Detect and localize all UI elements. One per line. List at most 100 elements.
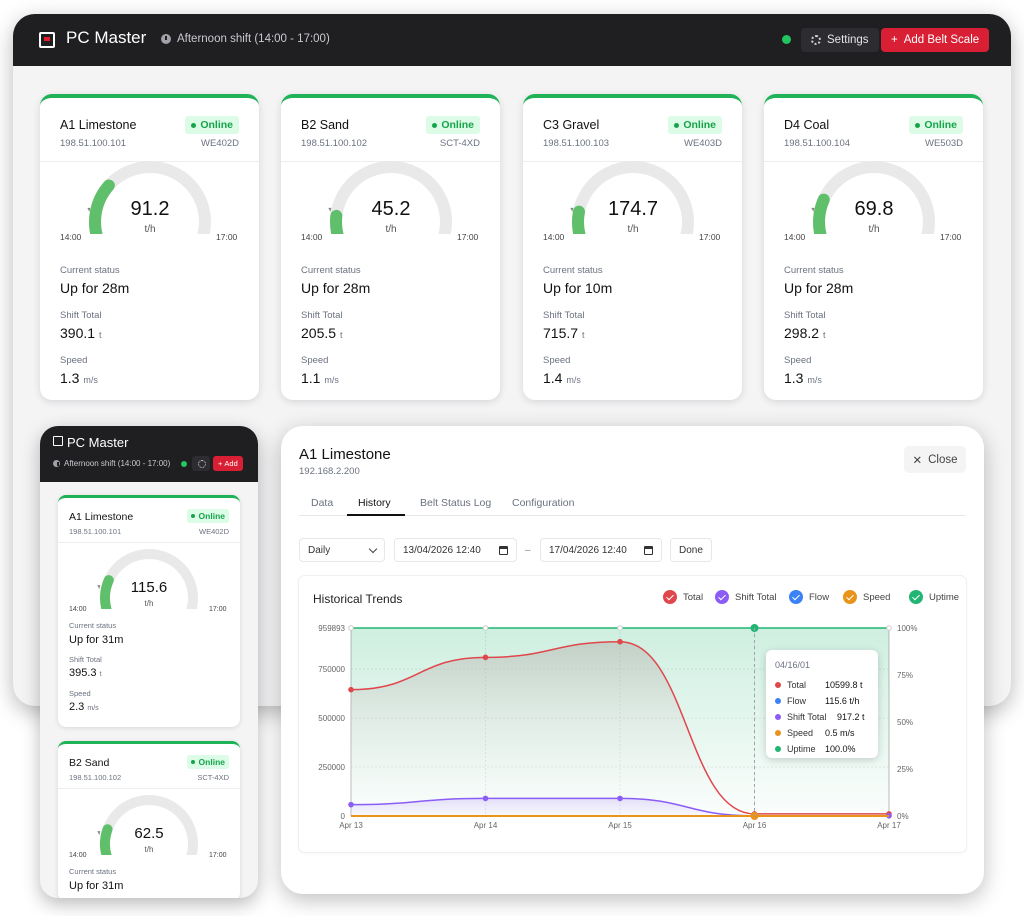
plus-icon: + [891,34,898,46]
tab-belt-status-log[interactable]: Belt Status Log [420,497,492,509]
tooltip-row: Flow 115.6 t/h [775,696,873,706]
y-tick-label: 250000 [318,763,345,772]
legend-item-flow[interactable]: Flow [789,590,829,604]
top-bar: PC Master Afternoon shift (14:00 - 17:00… [13,14,1011,66]
series-dot [775,730,781,736]
tab-data[interactable]: Data [311,497,334,509]
scale-model: SCT-4XD [197,773,229,782]
scale-ip: 198.51.100.102 [69,773,122,782]
speed-value: 1.3 m/s [784,370,822,386]
shift-total-number: 205.5 [301,325,337,341]
gauge-end-time: 17:00 [209,606,227,613]
total-label: Shift Total [784,310,826,321]
detail-ip: 192.168.2.200 [299,466,360,477]
flow-unit: t/h [627,224,639,235]
scale-card[interactable]: B2 Sand 198.51.100.102 SCT-4XD Online 62.5 t/… [58,741,240,898]
tab-configuration[interactable]: Configuration [512,497,575,509]
speed-number: 1.1 [301,370,321,386]
status-label: Online [198,757,225,767]
y2-tick-label: 100% [897,624,917,633]
flow-unit: t/h [868,224,880,235]
scale-model: WE403D [683,138,722,149]
chart-plot: 959893 750000 500000 250000 0 100% 75% 50% 25% 0%… [318,624,917,830]
speed-number: 1.4 [543,370,563,386]
tab-history[interactable]: History [358,497,391,509]
series-area-shift-total [351,798,889,816]
done-button[interactable]: Done [670,538,712,562]
legend-item-speed[interactable]: Speed [843,590,890,604]
y2-tick-label: 50% [897,718,913,727]
legend-item-uptime[interactable]: Uptime [909,590,959,604]
x-tick-label: Apr 13 [339,821,363,830]
scale-name: B2 Sand [69,757,110,769]
speed-label: Speed [301,355,329,366]
flow-gauge [97,549,198,609]
total-label: Shift Total [301,310,343,321]
status-badge: Online [186,509,229,523]
gauge-marker [570,207,574,212]
calendar-icon [499,546,508,555]
tooltip-label: Shift Total [787,712,827,722]
period-select[interactable]: Daily [299,538,385,562]
uptime-number: Up for 28m [60,280,130,296]
mobile-settings-button[interactable] [192,456,210,471]
shift-total-value: 390.1 t [60,325,101,341]
scale-name: A1 Limestone [69,511,134,523]
legend-item-total[interactable]: Total [663,590,703,604]
scale-name: C3 Gravel [543,118,600,132]
online-dot [190,514,195,518]
mobile-app-title: PC Master [67,435,129,450]
card-divider [58,542,240,543]
scale-card[interactable]: C3 Gravel 198.51.100.103 WE403D Online 174.7… [523,94,742,400]
uptime-number: Up for 28m [784,280,854,296]
data-point-shift-total [617,795,623,802]
status-label: Current status [543,265,603,276]
flow-value: 62.5 [134,825,164,842]
scale-model: WE503D [924,138,963,149]
mobile-window: PC Master Afternoon shift (14:00 - 17:00… [40,426,258,898]
close-icon: ✕ [912,454,923,467]
scale-card[interactable]: D4 Coal 198.51.100.104 WE503D Online 69.8 t/h… [764,94,983,400]
date-from-input[interactable]: 13/04/2026 12:40 [394,538,517,562]
flow-unit: t/h [144,224,156,235]
legend-item-shift-total[interactable]: Shift Total [715,590,777,604]
unit-label: m/s [324,375,339,385]
connection-status-dot [782,35,791,44]
speed-number: 1.3 [60,370,80,386]
scale-ip: 198.51.100.101 [60,138,127,149]
total-label: Shift Total [543,310,585,321]
tooltip-label: Speed [787,728,814,738]
uptime-number: Up for 28m [301,280,371,296]
gauge-marker [328,207,332,212]
scale-card[interactable]: B2 Sand 198.51.100.102 SCT-4XD Online 45.2 t/… [281,94,500,400]
unit-label: m/s [807,375,822,385]
gauge-start-time: 14:00 [301,232,323,242]
close-button[interactable]: ✕ Close [904,446,966,473]
gauge-end-time: 17:00 [699,232,721,242]
scale-card[interactable]: A1 Limestone 198.51.100.101 WE402D Online 91… [40,94,259,400]
y2-tick-label: 0% [897,812,909,821]
date-to-input[interactable]: 17/04/2026 12:40 [540,538,662,562]
calendar-icon [644,546,653,555]
speed-value: 1.4 m/s [543,370,581,386]
x-tick-label: Apr 14 [474,821,498,830]
flow-unit: t/h [144,845,154,854]
mobile-add-button[interactable]: + Add [213,456,243,471]
add-belt-scale-button[interactable]: + Add Belt Scale [881,28,990,52]
clock-icon [53,460,60,467]
scale-name: B2 Sand [301,118,349,132]
scale-ip: 198.51.100.104 [784,138,851,149]
speed-value: 1.1 m/s [301,370,339,386]
data-point-total [482,654,489,661]
online-dot [191,122,197,128]
y-tick-label: 0 [341,812,346,821]
gauge-start-time: 14:00 [69,606,87,613]
tooltip-row: Speed 0.5 m/s [775,728,873,738]
uptime-number: Up for 31m [69,880,124,892]
flow-unit: t/h [385,224,397,235]
unit-label: t [339,330,343,340]
status-badge: Online [909,116,963,134]
scale-card[interactable]: A1 Limestone 198.51.100.101 WE402D Online 11… [58,495,240,727]
status-label: Online [924,119,957,131]
settings-button[interactable]: Settings [801,28,879,52]
